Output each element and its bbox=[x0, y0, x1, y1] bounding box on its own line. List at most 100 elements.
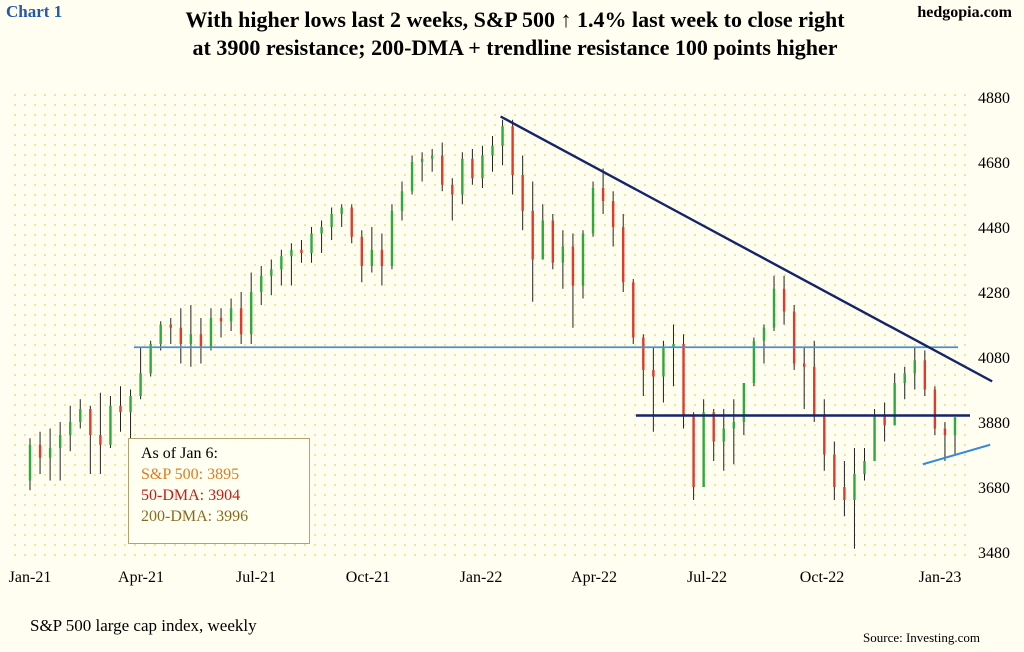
y-tick-label: 4880 bbox=[978, 90, 1010, 107]
bar-body bbox=[109, 405, 112, 445]
x-tick-label: Apr-21 bbox=[118, 569, 164, 586]
bar-body bbox=[873, 415, 876, 461]
bar-body bbox=[340, 207, 343, 214]
bar-body bbox=[400, 191, 404, 211]
trendlines bbox=[134, 115, 993, 466]
bar-body bbox=[732, 422, 736, 429]
bar-body bbox=[742, 383, 746, 422]
bar-body bbox=[511, 126, 514, 175]
bar-body bbox=[813, 366, 816, 416]
legend-heading: As of Jan 6: bbox=[141, 445, 218, 462]
bar-body bbox=[119, 405, 122, 413]
y-tick-label: 4080 bbox=[978, 350, 1010, 367]
bar-body bbox=[441, 155, 444, 185]
source-credit: Source: Investing.com bbox=[863, 630, 980, 645]
ohlc-bar bbox=[430, 149, 434, 172]
ohlc-bar bbox=[219, 308, 223, 338]
ohlc-bar bbox=[843, 461, 846, 517]
bar-body bbox=[581, 233, 585, 286]
bar-body bbox=[521, 175, 524, 211]
bar-body bbox=[611, 201, 615, 227]
ohlc-bar bbox=[320, 220, 323, 253]
bar-body bbox=[601, 188, 605, 201]
bar-body bbox=[290, 249, 293, 257]
ohlc-bar bbox=[672, 324, 675, 387]
bar-body bbox=[139, 373, 142, 396]
ohlc-bar bbox=[551, 214, 555, 270]
ohlc-bar bbox=[451, 178, 454, 221]
bar-body bbox=[913, 360, 916, 374]
ohlc-bar bbox=[390, 204, 394, 270]
ohlc-bar bbox=[662, 340, 665, 403]
ohlc-bar bbox=[239, 292, 243, 344]
ohlc-bar bbox=[481, 145, 484, 188]
ohlc-bar bbox=[722, 409, 725, 471]
bar-body bbox=[802, 363, 806, 367]
bar-body bbox=[491, 145, 494, 156]
bar-body bbox=[38, 444, 42, 458]
bar-body bbox=[722, 428, 725, 442]
ohlc-bar bbox=[521, 155, 524, 231]
bar-body bbox=[672, 344, 675, 348]
bar-body bbox=[199, 334, 203, 348]
ohlc-bar bbox=[249, 272, 253, 344]
ohlc-bar bbox=[300, 240, 303, 263]
bar-body bbox=[943, 428, 947, 435]
ohlc-bar bbox=[611, 191, 615, 247]
bar-body bbox=[310, 233, 313, 253]
ohlc-bar bbox=[179, 308, 183, 364]
bar-body bbox=[360, 236, 363, 266]
ohlc-bar bbox=[652, 347, 655, 432]
bar-body bbox=[239, 308, 243, 335]
ohlc-bar bbox=[149, 340, 152, 377]
bar-body bbox=[541, 220, 544, 260]
bar-body bbox=[169, 324, 172, 328]
bar-body bbox=[561, 246, 565, 263]
bar-body bbox=[430, 155, 434, 159]
ohlc-bar bbox=[89, 405, 92, 474]
bar-body bbox=[370, 249, 374, 266]
ohlc-bar bbox=[571, 233, 575, 328]
bar-body bbox=[903, 373, 906, 383]
ohlc-bar bbox=[953, 417, 957, 455]
bar-body bbox=[320, 227, 323, 234]
bar-body bbox=[953, 417, 957, 435]
bar-body bbox=[652, 370, 655, 377]
chart-title: With higher lows last 2 weeks, S&P 500 ↑… bbox=[90, 6, 940, 62]
ohlc-bar bbox=[782, 275, 786, 325]
ohlc-bar bbox=[742, 383, 746, 435]
bar-body bbox=[692, 415, 695, 487]
bar-body bbox=[481, 155, 484, 179]
x-axis-ticks: Jan-21 Apr-21 Jul-21 Oct-21 Jan-22 Apr-22 Jul-… bbox=[9, 569, 962, 586]
ohlc-bar bbox=[330, 207, 333, 240]
bar-body bbox=[843, 487, 846, 500]
downtrend-line bbox=[499, 115, 993, 383]
ohlc-bar bbox=[802, 347, 806, 409]
bar-body bbox=[159, 324, 162, 344]
bar-body bbox=[531, 210, 534, 260]
bar-body bbox=[591, 188, 595, 234]
chart-subtitle: S&P 500 large cap index, weekly bbox=[30, 616, 257, 635]
ohlc-bar bbox=[441, 142, 444, 192]
bar-body bbox=[209, 318, 213, 348]
chart-title-line-1: With higher lows last 2 weeks, S&P 500 ↑… bbox=[185, 7, 845, 32]
ohlc-bar bbox=[169, 318, 172, 344]
ohlc-bar bbox=[642, 334, 645, 396]
y-tick-label: 4280 bbox=[978, 285, 1010, 302]
bar-body bbox=[229, 308, 233, 322]
ohlc-bar bbox=[380, 233, 384, 286]
ohlc-bar bbox=[591, 181, 595, 237]
y-tick-label: 3880 bbox=[978, 415, 1010, 432]
bar-body bbox=[390, 210, 394, 266]
bar-body bbox=[189, 334, 193, 344]
bar-body bbox=[863, 461, 866, 474]
ohlc-bar bbox=[99, 392, 102, 474]
bar-body bbox=[923, 360, 927, 390]
ohlc-bar bbox=[541, 204, 544, 260]
ohlc-bar bbox=[863, 448, 866, 481]
bar-body bbox=[219, 318, 223, 322]
bar-body bbox=[89, 409, 92, 435]
bar-body bbox=[350, 207, 353, 237]
ohlc-bar bbox=[129, 389, 132, 442]
ohlc-bar bbox=[199, 318, 203, 364]
